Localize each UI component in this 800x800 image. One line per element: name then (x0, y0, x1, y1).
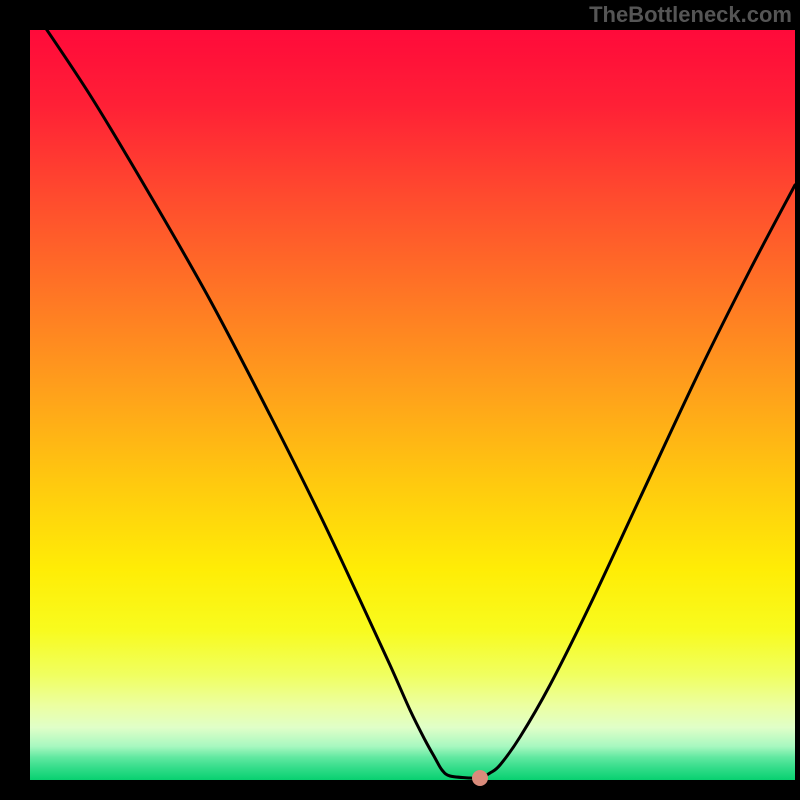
gradient-background (30, 30, 795, 780)
chart-container: { "watermark": { "text": "TheBottleneck.… (0, 0, 800, 800)
bottleneck-chart (0, 0, 800, 800)
watermark-text: TheBottleneck.com (589, 2, 792, 28)
optimal-point-marker (472, 770, 488, 786)
